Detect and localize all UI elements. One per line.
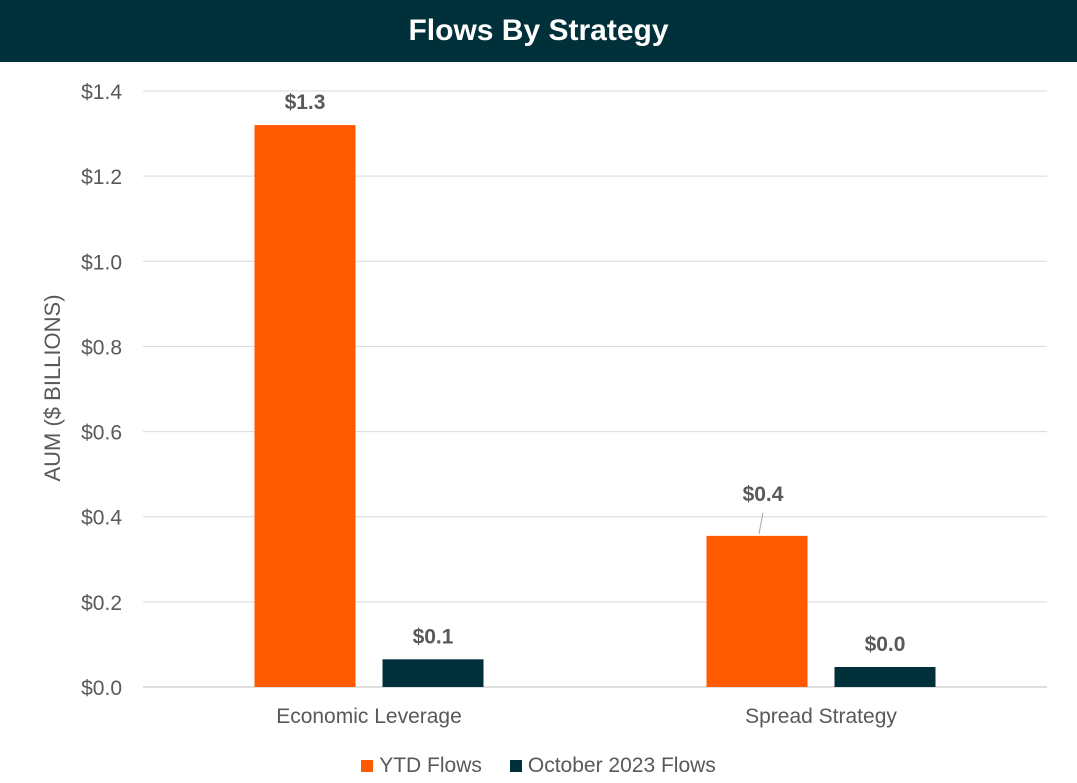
y-tick-label: $1.2: [81, 166, 122, 189]
y-tick-label: $0.0: [81, 677, 122, 700]
x-tick-label: Spread Strategy: [745, 705, 897, 728]
bar-ytd-spread-strategy: [706, 535, 808, 687]
data-label: $0.4: [743, 483, 784, 506]
y-axis-label: AUM ($ BILLIONS): [40, 294, 65, 481]
x-tick-label: Economic Leverage: [276, 705, 462, 728]
legend-label-ytd: YTD Flows: [379, 754, 482, 777]
y-tick-label: $0.4: [81, 507, 122, 530]
data-label: $1.3: [285, 91, 326, 114]
chart-header: Flows By Strategy: [0, 0, 1077, 62]
bar-ytd-economic-leverage: [254, 125, 356, 688]
chart-title: Flows By Strategy: [408, 14, 669, 47]
legend: YTD Flows October 2023 Flows: [0, 752, 1077, 780]
y-tick-label: $1.4: [81, 81, 122, 104]
y-tick-label: $0.8: [81, 336, 122, 359]
bar-october-economic-leverage: [382, 659, 484, 687]
y-tick-label: $0.6: [81, 422, 122, 445]
legend-swatch-october: [509, 760, 522, 772]
legend-swatch-ytd: [361, 760, 374, 772]
bar-october-spread-strategy: [834, 666, 936, 687]
legend-item-ytd: YTD Flows: [361, 754, 482, 778]
data-label: $0.1: [413, 625, 454, 648]
bar-chart: AUM ($ BILLIONS) $0.0 $0.2 $0.4 $0.6 $0.8 $1.…: [40, 81, 1047, 728]
y-tick-label: $1.0: [81, 251, 122, 274]
leader-line: [758, 512, 764, 534]
data-label: $0.0: [865, 633, 906, 656]
legend-item-october: October 2023 Flows: [509, 754, 716, 778]
y-tick-label: $0.2: [81, 592, 122, 615]
legend-label-october: October 2023 Flows: [527, 754, 716, 777]
